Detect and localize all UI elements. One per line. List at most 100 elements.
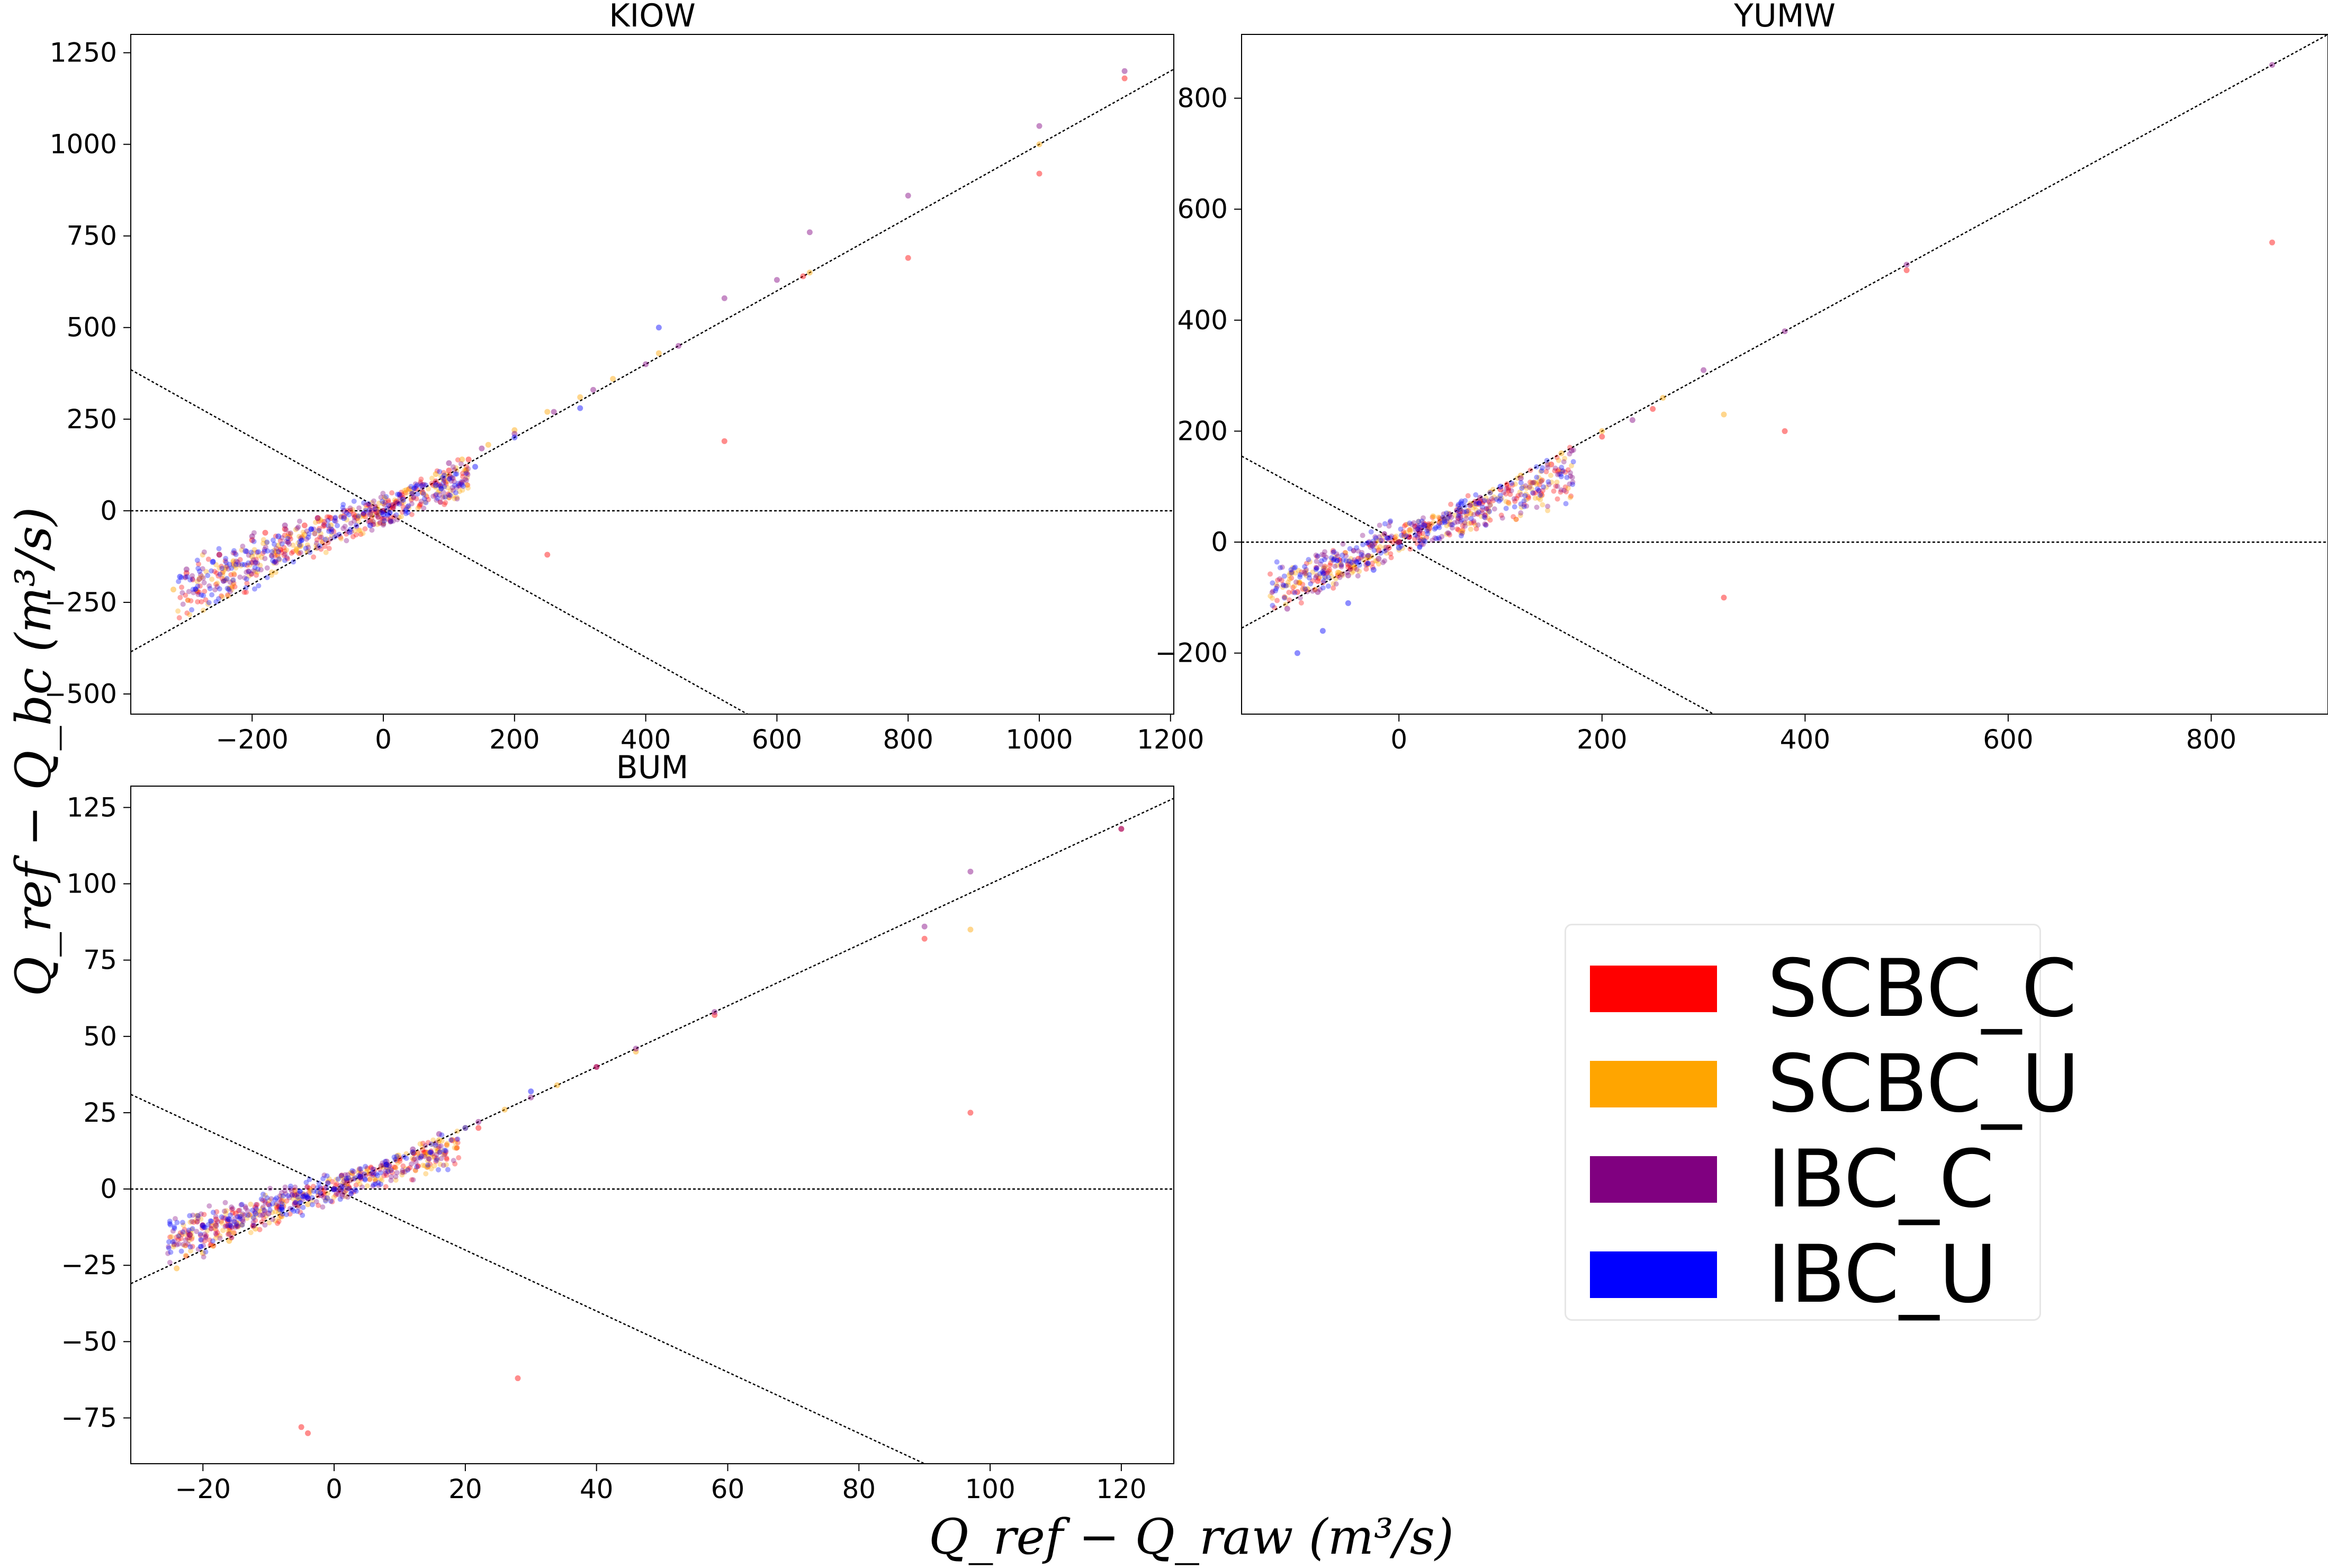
data-point (176, 579, 182, 584)
data-point (1389, 533, 1395, 539)
data-point (443, 494, 448, 500)
data-point (304, 1184, 310, 1190)
data-point (1297, 574, 1303, 580)
data-point (269, 1210, 275, 1215)
data-point (1471, 518, 1477, 524)
data-point (1314, 565, 1319, 571)
data-point (1486, 498, 1491, 504)
data-point (335, 1176, 341, 1182)
data-point (177, 573, 183, 580)
x-tick-label: 200 (1577, 724, 1627, 755)
data-point (243, 1205, 249, 1211)
data-point (322, 544, 328, 549)
data-point (1554, 468, 1560, 474)
data-point (329, 527, 335, 533)
data-point (921, 923, 928, 930)
data-point (441, 489, 446, 495)
data-point (421, 1150, 427, 1156)
data-point (439, 475, 445, 481)
data-point (351, 1189, 357, 1195)
data-point (1491, 494, 1497, 500)
data-point (409, 1177, 415, 1183)
data-point (1406, 534, 1412, 540)
data-point (1553, 483, 1559, 489)
data-point (325, 1195, 330, 1201)
data-point (237, 1207, 242, 1213)
data-point (337, 1187, 343, 1193)
data-point (1506, 501, 1512, 507)
data-point (418, 499, 424, 504)
data-point (326, 1176, 332, 1182)
data-point (185, 1231, 191, 1237)
y-tick-label: −500 (44, 679, 117, 709)
data-point (347, 508, 354, 514)
data-point (1340, 572, 1345, 578)
data-point (427, 1150, 433, 1156)
data-point (263, 544, 268, 550)
data-point (357, 1174, 364, 1180)
data-point (254, 549, 260, 555)
data-point (343, 1182, 349, 1188)
data-point (1347, 566, 1353, 572)
data-point (1345, 564, 1351, 570)
data-point (1477, 500, 1483, 506)
data-point (1436, 525, 1442, 530)
data-point (225, 1222, 231, 1228)
data-point (444, 474, 450, 480)
data-point (464, 464, 470, 470)
data-point (1327, 570, 1333, 576)
data-point (415, 506, 421, 511)
data-point (287, 531, 293, 537)
data-point (410, 491, 416, 497)
data-point (1412, 536, 1418, 542)
data-point (179, 1220, 185, 1225)
y-tick-label: 1000 (50, 129, 117, 160)
data-point (227, 1222, 233, 1228)
data-point (1421, 522, 1426, 528)
x-axis-label: Q_ref − Q_raw (m³/s) (929, 1509, 1454, 1565)
data-point (316, 518, 321, 524)
data-point (195, 589, 201, 595)
data-point (433, 1145, 439, 1151)
data-point (1305, 589, 1310, 594)
data-point (1629, 417, 1635, 423)
data-point (447, 492, 453, 498)
data-point (1364, 561, 1370, 567)
data-point (257, 562, 263, 568)
data-point (2269, 62, 2276, 68)
data-point (329, 533, 335, 538)
data-point (1543, 469, 1549, 475)
data-point (1396, 547, 1402, 553)
data-point (1118, 826, 1125, 832)
data-point (1497, 483, 1504, 490)
data-point (464, 474, 470, 480)
data-point (400, 497, 406, 503)
data-point (1313, 575, 1319, 581)
data-point (421, 496, 427, 502)
data-point (1365, 540, 1371, 546)
data-point (308, 1187, 313, 1193)
data-point (1274, 583, 1280, 589)
data-point (454, 468, 460, 474)
data-point (329, 529, 335, 535)
data-point (1395, 540, 1400, 546)
data-point (1386, 537, 1392, 543)
data-point (279, 535, 285, 540)
data-point (430, 1141, 436, 1147)
data-point (262, 1208, 268, 1214)
data-point (1327, 562, 1333, 568)
data-point (425, 1149, 431, 1155)
data-point (179, 584, 185, 590)
data-point (475, 1125, 482, 1131)
data-point (205, 573, 211, 579)
data-point (395, 1160, 401, 1166)
data-point (1534, 474, 1540, 480)
data-point (215, 1219, 221, 1224)
data-point (1351, 548, 1356, 554)
data-point (423, 1149, 429, 1156)
data-point (257, 1227, 263, 1232)
data-point (448, 478, 454, 484)
data-point (178, 1236, 184, 1241)
data-point (323, 536, 329, 542)
data-point (386, 1167, 392, 1173)
